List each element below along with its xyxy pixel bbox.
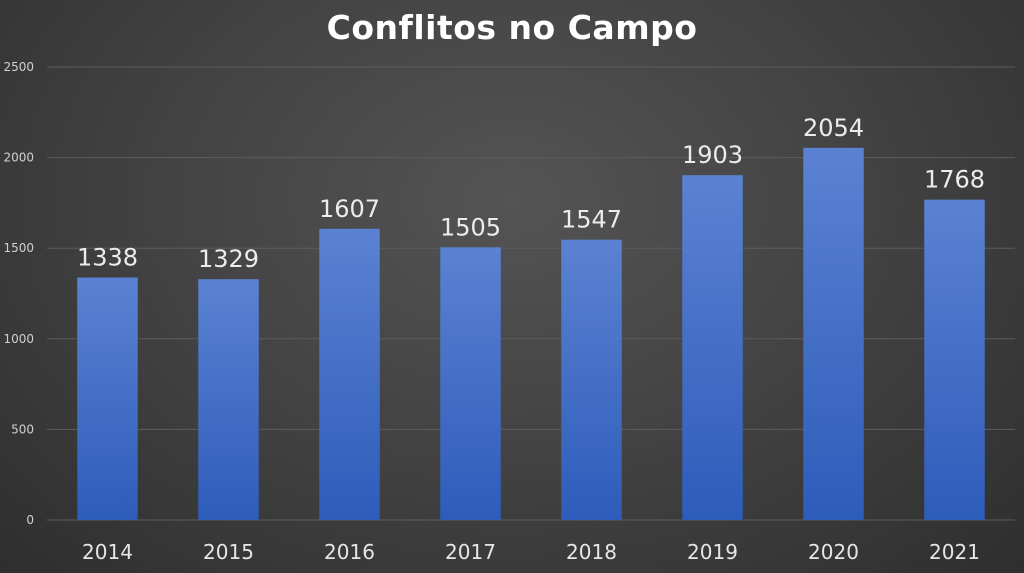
data-labels: 1338 1329 1607 1505 1547 1903 2054 1768 <box>77 114 985 273</box>
y-tick-label: 2000 <box>3 151 34 165</box>
y-tick-label: 1500 <box>3 241 34 255</box>
x-tick-label-2020: 2020 <box>808 540 859 564</box>
data-label-2017: 1505 <box>440 213 501 241</box>
y-tick-label: 1000 <box>3 332 34 346</box>
x-tick-label-2015: 2015 <box>203 540 254 564</box>
y-tick-label: 0 <box>26 513 34 527</box>
data-label-2020: 2054 <box>803 114 864 142</box>
x-tick-label-2014: 2014 <box>82 540 133 564</box>
x-tick-label-2019: 2019 <box>687 540 738 564</box>
data-label-2019: 1903 <box>682 141 743 169</box>
bar-2018 <box>561 239 622 520</box>
x-tick-label-2016: 2016 <box>324 540 375 564</box>
bars <box>77 147 985 521</box>
x-tick-label-2021: 2021 <box>929 540 980 564</box>
y-tick-label: 500 <box>11 422 34 436</box>
x-tick-label-2018: 2018 <box>566 540 617 564</box>
bar-2014 <box>77 277 138 520</box>
bar-2015 <box>198 279 259 520</box>
data-label-2015: 1329 <box>198 245 259 273</box>
bar-2019 <box>682 175 743 521</box>
gridlines <box>47 66 1015 521</box>
data-label-2018: 1547 <box>561 206 622 234</box>
bar-2021 <box>924 199 985 520</box>
bar-2016 <box>319 228 380 521</box>
y-axis: 0 500 1000 1500 2000 2500 <box>3 60 34 527</box>
data-label-2014: 1338 <box>77 244 138 272</box>
chart-title: Conflitos no Campo <box>326 8 698 47</box>
x-axis: 2014 2015 2016 2017 2018 2019 2020 2021 <box>82 540 980 564</box>
data-label-2016: 1607 <box>319 195 380 223</box>
x-tick-label-2017: 2017 <box>445 540 496 564</box>
data-label-2021: 1768 <box>924 166 985 194</box>
y-tick-label: 2500 <box>3 60 34 74</box>
bar-2020 <box>803 147 864 521</box>
bar-2017 <box>440 247 501 520</box>
